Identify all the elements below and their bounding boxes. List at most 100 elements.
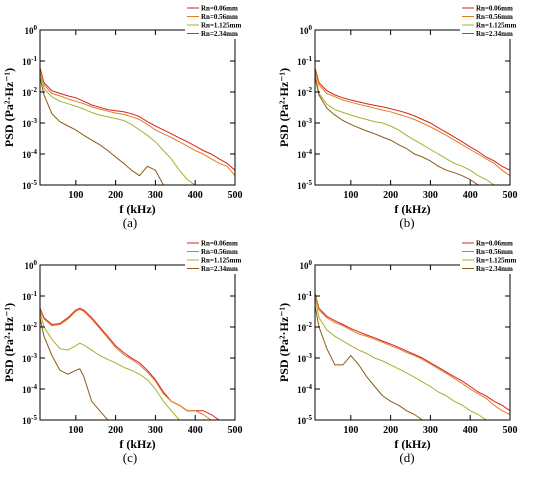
legend-label: Rn=1.125mm	[476, 257, 517, 265]
legend-label: Rn=0.56mm	[476, 248, 513, 256]
chart-panel-d: 100 200 300 400 500 10-5 10-4 10-3 10-2 10-1 100 f …	[277, 238, 518, 465]
legend-label: Rn=2.34mm	[201, 30, 238, 38]
y-tick-label: 10-5	[297, 179, 312, 191]
y-tick-label: 100	[25, 259, 38, 271]
x-tick-label: 500	[503, 190, 518, 201]
y-tick-label: 10-5	[22, 414, 37, 426]
series-line-2	[315, 70, 510, 177]
series-line-1	[40, 307, 235, 420]
x-tick-label: 100	[343, 425, 358, 436]
panel-label: (b)	[399, 215, 414, 230]
y-tick-label: 10-2	[22, 86, 37, 98]
x-tick-label: 400	[188, 190, 203, 201]
series-line-4	[315, 77, 502, 185]
legend-label: Rn=2.34mm	[201, 265, 238, 273]
x-tick-label: 500	[228, 425, 243, 436]
y-tick-label: 10-1	[22, 55, 37, 67]
y-tick-label: 10-1	[297, 290, 312, 302]
legend-label: Rn=1.125mm	[201, 257, 242, 265]
y-tick-label: 10-2	[22, 321, 37, 333]
y-axis-label: PSD (Pa²·Hz⁻¹)	[2, 68, 16, 147]
y-tick-label: 10-2	[297, 86, 312, 98]
plot-frame	[39, 29, 236, 186]
series-line-1	[315, 293, 510, 412]
series-line-4	[40, 77, 164, 185]
series-line-2	[40, 308, 235, 420]
y-tick-label: 10-1	[22, 290, 37, 302]
y-tick-label: 10-2	[297, 321, 312, 333]
x-tick-label: 300	[423, 190, 438, 201]
y-tick-label: 10-4	[297, 148, 312, 160]
y-tick-label: 100	[300, 259, 313, 271]
legend-label: Rn=2.34mm	[476, 265, 513, 273]
x-axis-label: f (kHz)	[394, 202, 430, 216]
y-axis-label: PSD (Pa²·Hz⁻¹)	[277, 68, 291, 147]
x-axis-label: f (kHz)	[119, 202, 155, 216]
x-tick-label: 300	[148, 425, 163, 436]
x-tick-label: 400	[463, 425, 478, 436]
y-tick-label: 10-5	[297, 414, 312, 426]
x-axis-label: f (kHz)	[394, 437, 430, 451]
x-tick-label: 100	[68, 425, 83, 436]
series-line-2	[315, 294, 510, 415]
y-tick-label: 100	[25, 24, 38, 36]
x-tick-label: 200	[108, 190, 123, 201]
panel-label: (a)	[123, 215, 137, 230]
legend-label: Rn=0.06mm	[476, 5, 513, 13]
y-tick-label: 10-5	[22, 179, 37, 191]
x-tick-label: 200	[383, 425, 398, 436]
y-tick-label: 10-3	[297, 352, 312, 364]
x-tick-label: 400	[463, 190, 478, 201]
y-tick-label: 10-4	[22, 383, 37, 395]
y-tick-label: 10-4	[22, 148, 37, 160]
series-line-1	[315, 67, 510, 171]
x-tick-label: 200	[108, 425, 123, 436]
plot-frame	[314, 264, 511, 421]
chart-panel-a: 100 200 300 400 500 10-5 10-4 10-3 10-2 10-1 100 f …	[2, 3, 243, 230]
x-tick-label: 400	[188, 425, 203, 436]
legend-label: Rn=0.06mm	[201, 5, 238, 13]
y-tick-label: 10-4	[297, 383, 312, 395]
series-line-3	[40, 71, 196, 185]
legend-label: Rn=0.56mm	[201, 13, 238, 21]
series-line-1	[40, 67, 235, 171]
legend-label: Rn=1.125mm	[201, 22, 242, 30]
series-line-2	[40, 70, 235, 177]
series-line-3	[315, 297, 510, 420]
legend-label: Rn=0.56mm	[476, 13, 513, 21]
y-tick-label: 10-3	[297, 117, 312, 129]
x-tick-label: 500	[503, 425, 518, 436]
x-tick-label: 500	[228, 190, 243, 201]
y-tick-label: 10-3	[22, 352, 37, 364]
panel-label: (d)	[399, 450, 414, 465]
legend-label: Rn=2.34mm	[476, 30, 513, 38]
series-line-3	[315, 73, 510, 185]
plot-frame	[314, 29, 511, 186]
chart-panel-c: 100 200 300 400 500 10-5 10-4 10-3 10-2 10-1 100 f …	[2, 238, 243, 465]
x-tick-label: 300	[423, 425, 438, 436]
legend-label: Rn=0.06mm	[476, 240, 513, 248]
legend-label: Rn=1.125mm	[476, 22, 517, 30]
x-axis-label: f (kHz)	[119, 437, 155, 451]
x-tick-label: 100	[343, 190, 358, 201]
series-line-3	[40, 312, 180, 420]
y-tick-label: 10-3	[22, 117, 37, 129]
legend-label: Rn=0.56mm	[201, 248, 238, 256]
y-axis-label: PSD (Pa²·Hz⁻¹)	[277, 303, 291, 382]
series-line-4	[40, 317, 132, 420]
x-tick-label: 300	[148, 190, 163, 201]
x-tick-label: 200	[383, 190, 398, 201]
y-axis-label: PSD (Pa²·Hz⁻¹)	[2, 303, 16, 382]
plot-frame	[39, 264, 236, 421]
legend-label: Rn=0.06mm	[201, 240, 238, 248]
y-tick-label: 10-1	[297, 55, 312, 67]
y-tick-label: 100	[300, 24, 313, 36]
x-tick-label: 100	[68, 190, 83, 201]
series-line-4	[315, 305, 439, 420]
chart-panel-b: 100 200 300 400 500 10-5 10-4 10-3 10-2 10-1 100 f …	[277, 3, 518, 230]
